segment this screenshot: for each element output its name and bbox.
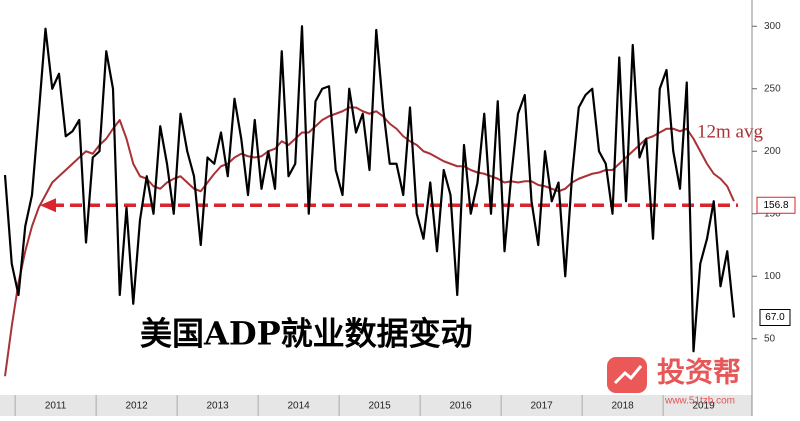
annotation: 12m avg — [697, 121, 763, 142]
watermark-brand: 投资帮 — [657, 356, 741, 387]
ref-label-box — [756, 196, 796, 214]
series-line — [3, 25, 736, 353]
x-tick-label: 2018 — [612, 401, 635, 412]
x-tick-label: 2011 — [45, 401, 67, 412]
x-tick-label: 2017 — [531, 401, 554, 412]
x-tick-label: 2012 — [126, 401, 149, 412]
watermark-url: www.51tzb.com — [664, 396, 735, 407]
x-tick-label: 2019 — [693, 401, 716, 412]
end-label: 67.0 — [765, 312, 785, 323]
x-axis-band — [0, 395, 752, 416]
y-tick-label: 150 — [764, 208, 781, 219]
plot-area: 50 100 150 200 250 300 2011 2012 2013 2014 2015 201… — [3, 21, 781, 416]
x-tick-label: 2016 — [450, 401, 473, 412]
watermark: 投资帮 www.51tzb.com — [607, 356, 741, 407]
end-label-box — [759, 309, 791, 326]
y-tick-label: 50 — [764, 333, 776, 344]
x-tick-label: 2015 — [369, 401, 392, 412]
y-tick-label: 100 — [764, 271, 781, 282]
y-tick-label: 250 — [764, 83, 781, 94]
y-tick-label: 200 — [764, 146, 781, 157]
x-tick-label: 2014 — [288, 401, 311, 412]
ref-label: 156.8 — [763, 200, 788, 211]
reference-arrow — [40, 198, 56, 213]
y-tick-label: 300 — [764, 21, 781, 32]
logo-arrow — [613, 365, 643, 385]
chart-title: 美国ADP就业数据变动 — [140, 315, 473, 353]
avg-line — [4, 106, 735, 377]
x-tick-label: 2013 — [207, 401, 230, 412]
